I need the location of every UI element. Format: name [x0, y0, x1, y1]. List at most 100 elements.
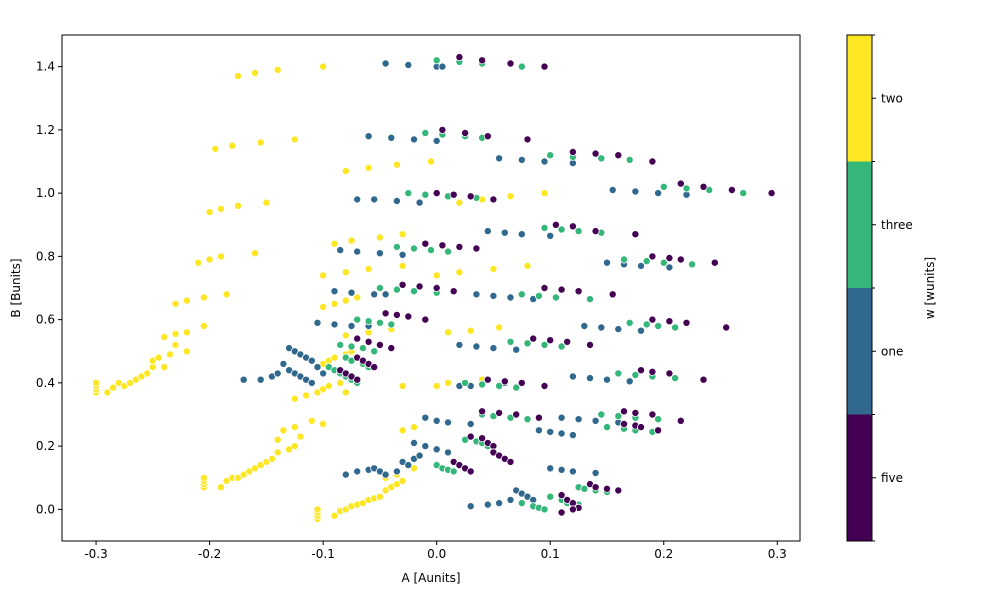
- data-point-three: [557, 342, 566, 351]
- data-point-one: [421, 413, 430, 422]
- data-point-two: [205, 208, 214, 217]
- data-point-five: [466, 432, 475, 441]
- data-point-two: [160, 332, 169, 341]
- data-point-five: [370, 363, 379, 372]
- data-point-two: [171, 329, 180, 338]
- data-point-five: [438, 125, 447, 134]
- data-point-two: [489, 264, 498, 273]
- data-point-five: [557, 508, 566, 517]
- data-point-five: [421, 315, 430, 324]
- data-point-two: [330, 511, 339, 520]
- data-point-three: [654, 415, 663, 424]
- data-point-five: [483, 375, 492, 384]
- data-point-one: [319, 369, 328, 378]
- data-point-five: [620, 419, 629, 428]
- data-point-two: [398, 230, 407, 239]
- data-point-two: [290, 423, 299, 432]
- data-point-five: [551, 220, 560, 229]
- colorbar-label: w [wunits]: [923, 257, 937, 319]
- colorbar-tick-label: one: [881, 344, 903, 358]
- data-point-one: [665, 263, 674, 272]
- data-point-three: [358, 344, 367, 353]
- data-point-three: [625, 318, 634, 327]
- data-point-one: [347, 288, 356, 297]
- data-point-one: [540, 157, 549, 166]
- data-point-three: [506, 337, 515, 346]
- data-point-one: [330, 320, 339, 329]
- data-point-five: [489, 195, 498, 204]
- data-point-three: [517, 290, 526, 299]
- data-point-five: [727, 185, 736, 194]
- data-point-three: [671, 374, 680, 383]
- data-point-one: [625, 377, 634, 386]
- data-point-five: [415, 282, 424, 291]
- data-point-two: [307, 416, 316, 425]
- data-point-two: [233, 201, 242, 210]
- data-point-five: [375, 340, 384, 349]
- data-point-five: [540, 381, 549, 390]
- data-point-three: [517, 499, 526, 508]
- data-point-two: [398, 426, 407, 435]
- data-point-three: [739, 189, 748, 198]
- data-point-five: [353, 375, 362, 384]
- data-point-one: [597, 323, 606, 332]
- data-point-three: [671, 323, 680, 332]
- data-point-one: [472, 290, 481, 299]
- data-point-one: [432, 136, 441, 145]
- data-point-three: [534, 291, 543, 300]
- data-point-two: [290, 442, 299, 451]
- data-point-five: [676, 179, 685, 188]
- data-point-three: [392, 285, 401, 294]
- data-point-five: [648, 410, 657, 419]
- data-point-three: [631, 370, 640, 379]
- data-point-one: [466, 419, 475, 428]
- data-point-three: [364, 317, 373, 326]
- data-point-five: [648, 252, 657, 261]
- data-point-five: [478, 56, 487, 65]
- data-point-two: [228, 141, 237, 150]
- data-point-two: [109, 383, 118, 392]
- data-point-two: [199, 293, 208, 302]
- data-point-one: [415, 451, 424, 460]
- data-point-two: [330, 299, 339, 308]
- data-point-three: [642, 257, 651, 266]
- data-point-five: [449, 190, 458, 199]
- data-point-one: [443, 418, 452, 427]
- data-point-two: [273, 435, 282, 444]
- data-point-two: [250, 69, 259, 78]
- data-point-five: [568, 222, 577, 231]
- data-point-two: [375, 233, 384, 242]
- data-point-five: [478, 407, 487, 416]
- data-point-one: [307, 378, 316, 387]
- data-point-two: [432, 381, 441, 390]
- data-point-three: [540, 505, 549, 514]
- data-point-one: [586, 374, 595, 383]
- data-point-three: [404, 189, 413, 198]
- data-point-five: [455, 53, 464, 62]
- data-point-five: [676, 416, 685, 425]
- data-point-two: [92, 378, 101, 387]
- data-point-five: [500, 377, 509, 386]
- data-point-two: [165, 350, 174, 359]
- data-point-one: [517, 155, 526, 164]
- data-point-five: [665, 369, 674, 378]
- data-point-five: [421, 239, 430, 248]
- data-point-five: [398, 280, 407, 289]
- data-point-two: [523, 261, 532, 270]
- data-point-three: [409, 244, 418, 253]
- data-point-five: [614, 151, 623, 160]
- data-point-three: [614, 412, 623, 421]
- data-point-two: [267, 454, 276, 463]
- data-point-three: [409, 287, 418, 296]
- data-point-one: [375, 249, 384, 258]
- data-point-one: [517, 230, 526, 239]
- data-point-five: [603, 484, 612, 493]
- data-point-five: [506, 59, 515, 68]
- data-point-two: [455, 198, 464, 207]
- data-point-two: [182, 347, 191, 356]
- y-tick-label: 0.2: [36, 439, 55, 453]
- data-point-five: [591, 483, 600, 492]
- data-point-one: [432, 445, 441, 454]
- data-point-five: [631, 230, 640, 239]
